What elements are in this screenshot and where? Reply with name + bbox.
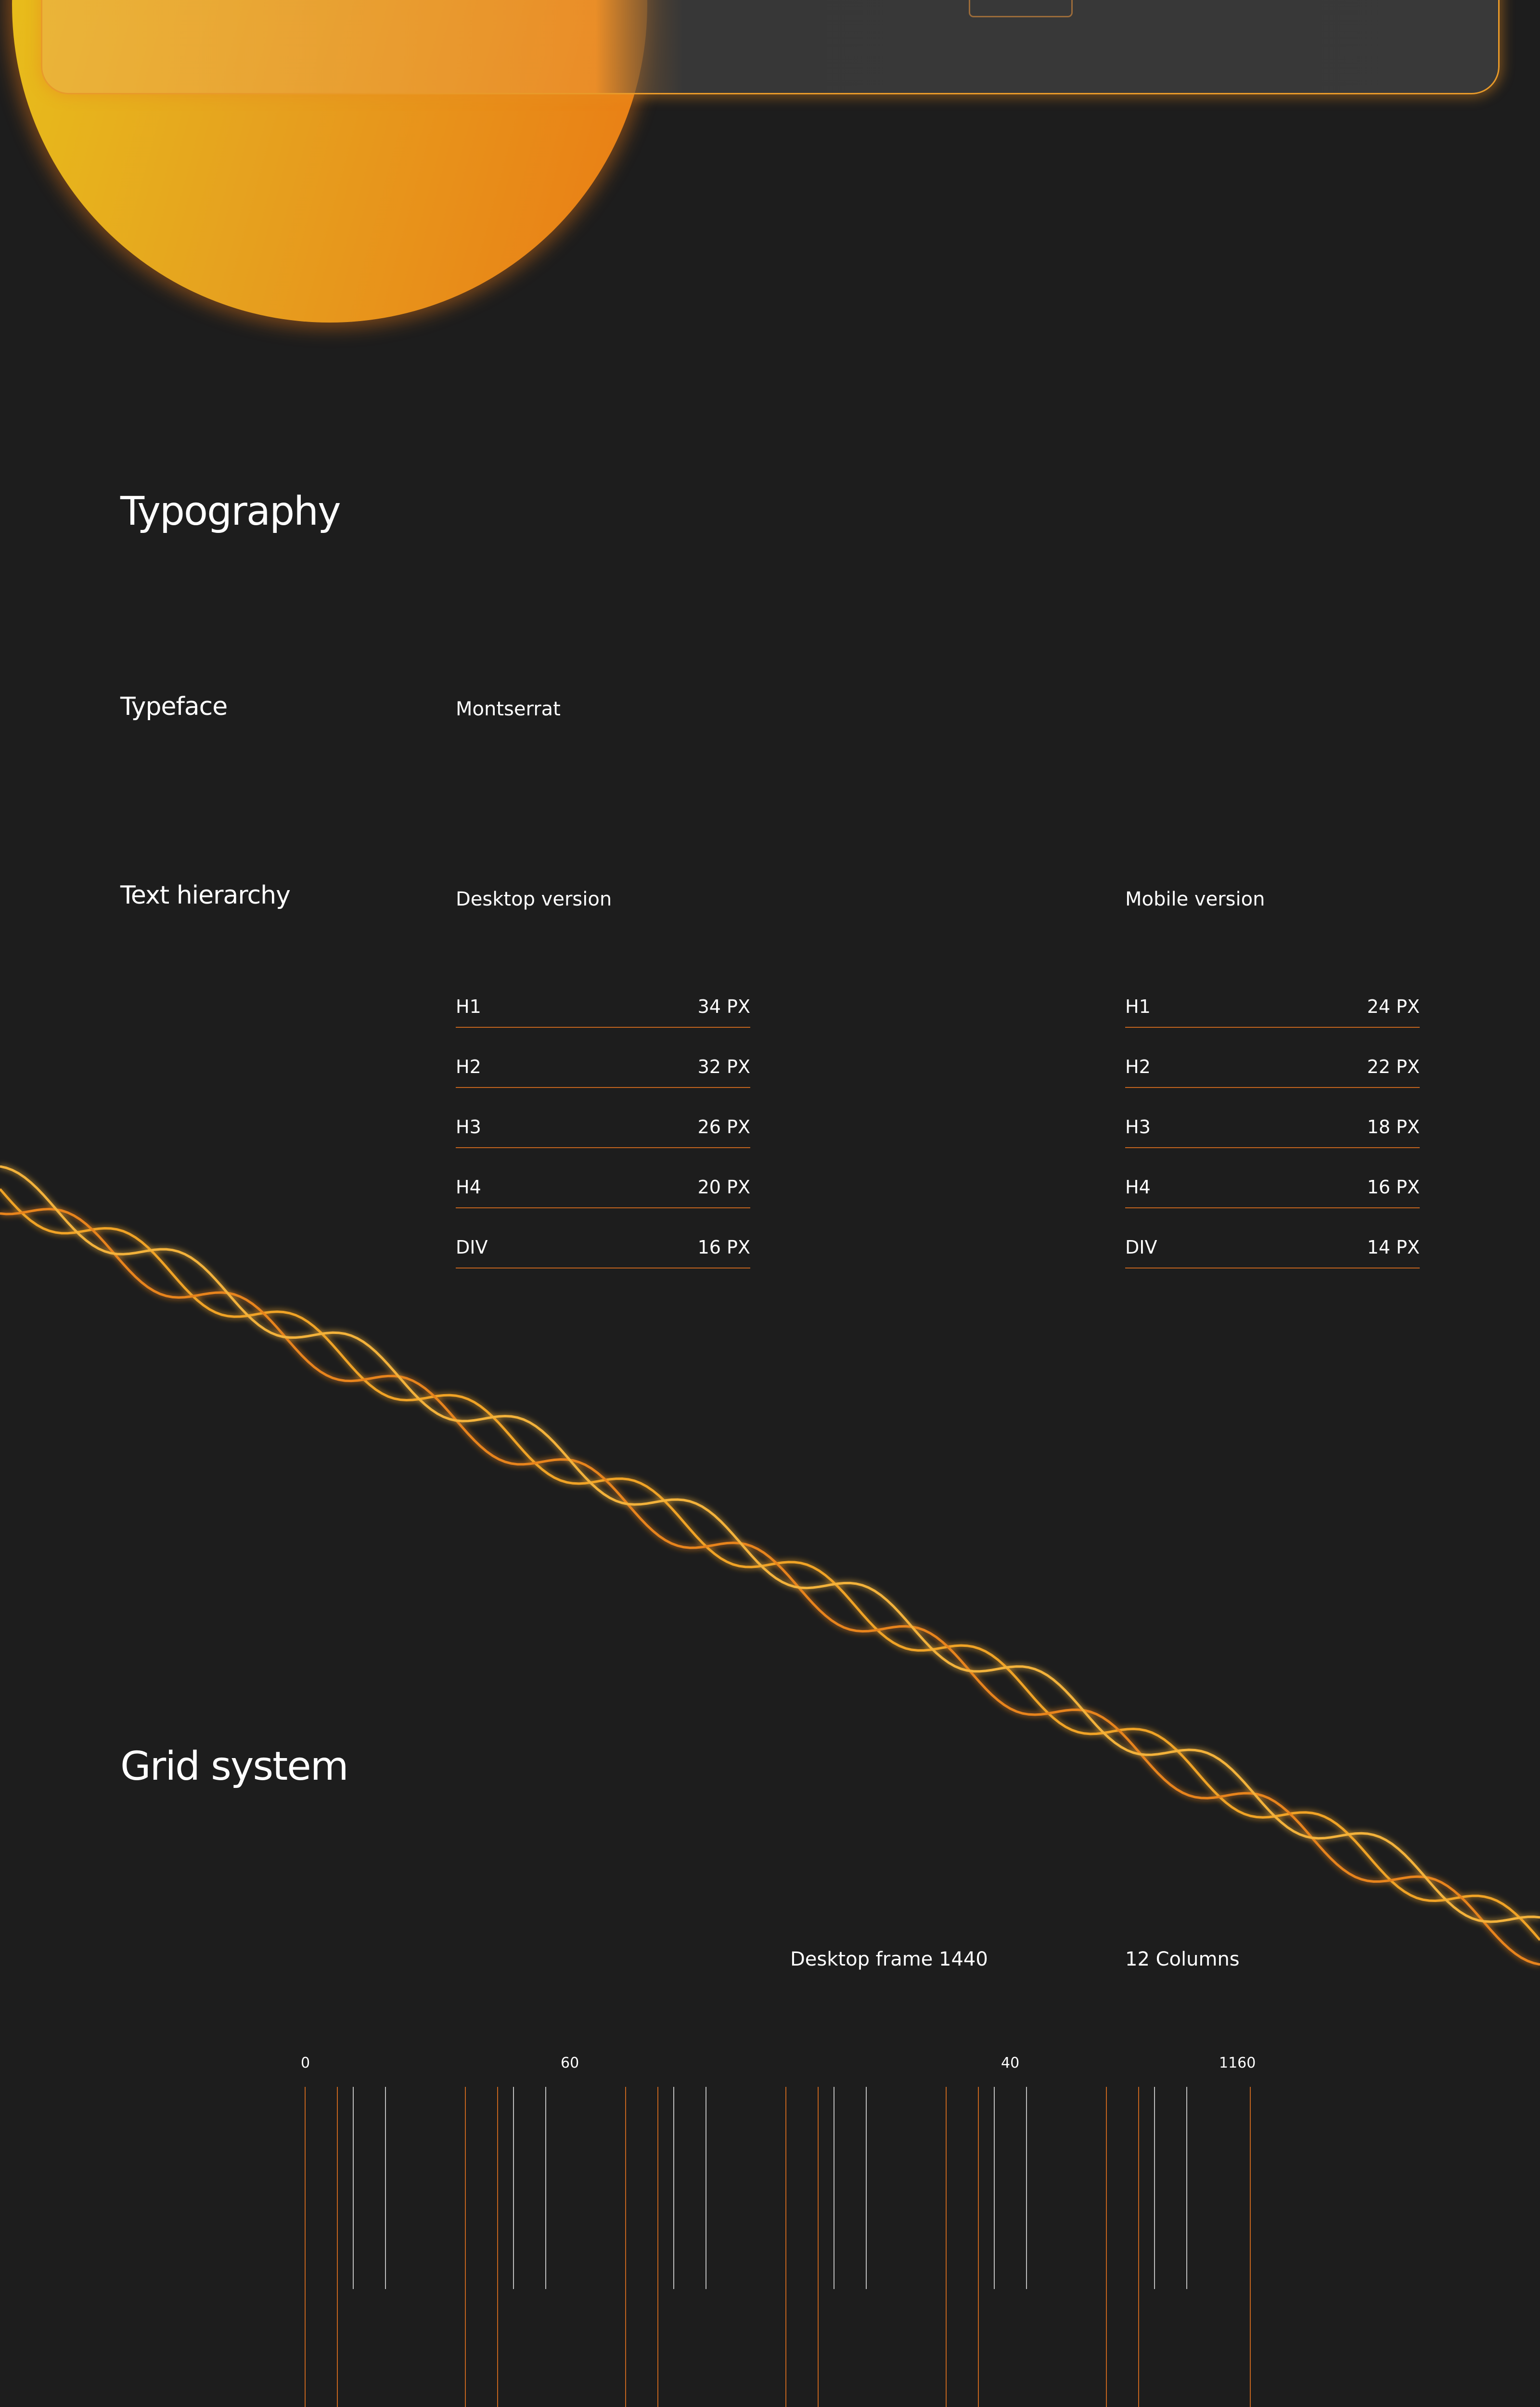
grid-gutter-line	[385, 2087, 386, 2289]
typeface-value: Montserrat	[456, 698, 561, 720]
grid-column-line	[337, 2087, 338, 2407]
row-size: 16 PX	[1367, 1177, 1420, 1198]
grid-gutter-line	[1154, 2087, 1155, 2289]
row-size: 14 PX	[1367, 1237, 1420, 1258]
table-row: DIV 16 PX	[456, 1208, 750, 1268]
table-row: H4 20 PX	[456, 1148, 750, 1208]
grid-tick-label: 60	[561, 2055, 579, 2071]
grid-column-line	[305, 2087, 306, 2407]
row-tag: DIV	[456, 1237, 488, 1258]
grid-column-line	[465, 2087, 466, 2407]
row-size: 26 PX	[697, 1116, 750, 1138]
grid-gutter-line	[353, 2087, 354, 2289]
row-tag: H3	[1125, 1116, 1151, 1138]
table-row: H2 32 PX	[456, 1028, 750, 1088]
typeface-label: Typeface	[120, 692, 228, 721]
grid-system-title: Grid system	[120, 1744, 349, 1789]
table-row: H2 22 PX	[1125, 1028, 1420, 1088]
wave-strand	[0, 1165, 1540, 1923]
typography-title: Typography	[120, 489, 341, 534]
row-tag: H4	[456, 1177, 481, 1198]
row-tag: H4	[1125, 1177, 1151, 1198]
row-size: 24 PX	[1367, 996, 1420, 1017]
row-size: 20 PX	[697, 1177, 750, 1198]
grid-tick-label: 0	[301, 2055, 310, 2071]
grid-gutter-line	[866, 2087, 867, 2289]
grid-gutter-line	[994, 2087, 995, 2289]
grid-column-line	[785, 2087, 786, 2407]
row-size: 16 PX	[697, 1237, 750, 1258]
grid-column-line	[497, 2087, 498, 2407]
wave-strand	[0, 1207, 1540, 1966]
grid-gutter-line	[673, 2087, 674, 2289]
grid-column-line	[1138, 2087, 1139, 2407]
table-row: H1 34 PX	[456, 968, 750, 1028]
row-size: 22 PX	[1367, 1056, 1420, 1077]
row-tag: DIV	[1125, 1237, 1157, 1258]
grid-gutter-line	[1186, 2087, 1187, 2289]
grid-column-line	[1106, 2087, 1107, 2407]
row-size: 32 PX	[697, 1056, 750, 1077]
row-tag: H2	[456, 1056, 481, 1077]
desktop-sizes-table: H1 34 PX H2 32 PX H3 26 PX H4 20 PX DIV 16 PX	[456, 968, 750, 1268]
hero-card-button[interactable]	[969, 0, 1073, 17]
grid-gutter-line	[513, 2087, 514, 2289]
grid-gutter-line	[1026, 2087, 1027, 2289]
grid-column-line	[657, 2087, 658, 2407]
table-row: H3 26 PX	[456, 1088, 750, 1148]
row-tag: H1	[456, 996, 481, 1017]
wave-strand	[0, 1188, 1540, 1941]
text-hierarchy-label: Text hierarchy	[120, 881, 291, 910]
table-row: H1 24 PX	[1125, 968, 1420, 1028]
hero-card	[41, 0, 1500, 94]
grid-tick-label: 1160	[1219, 2055, 1256, 2071]
grid-column-line	[946, 2087, 947, 2407]
desktop-frame-label: Desktop frame 1440	[790, 1948, 988, 1970]
grid-column-line	[1250, 2087, 1251, 2407]
grid-column-line	[625, 2087, 626, 2407]
desktop-version-title: Desktop version	[456, 888, 612, 910]
mobile-version-title: Mobile version	[1125, 888, 1265, 910]
table-row: DIV 14 PX	[1125, 1208, 1420, 1268]
columns-label: 12 Columns	[1125, 1948, 1240, 1970]
decorative-wave	[0, 1165, 1540, 1966]
row-size: 34 PX	[697, 996, 750, 1017]
row-tag: H1	[1125, 996, 1151, 1017]
row-tag: H3	[456, 1116, 481, 1138]
row-size: 18 PX	[1367, 1116, 1420, 1138]
grid-tick-label: 40	[1001, 2055, 1020, 2071]
table-row: H3 18 PX	[1125, 1088, 1420, 1148]
grid-column-line	[818, 2087, 819, 2407]
mobile-sizes-table: H1 24 PX H2 22 PX H3 18 PX H4 16 PX DIV 14 PX	[1125, 968, 1420, 1268]
row-tag: H2	[1125, 1056, 1151, 1077]
grid-column-line	[978, 2087, 979, 2407]
grid-gutter-line	[545, 2087, 546, 2289]
table-row: H4 16 PX	[1125, 1148, 1420, 1208]
